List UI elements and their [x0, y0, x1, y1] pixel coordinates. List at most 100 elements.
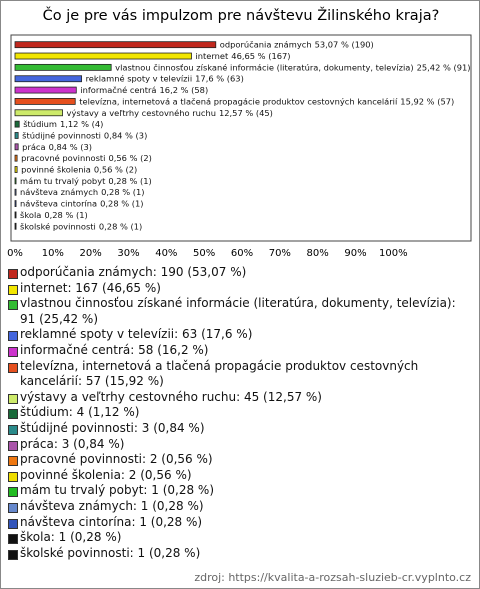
bar-category: televízna, internetová a tlačená propagá…: [79, 96, 398, 106]
bar-label: návšteva známych 0,28 % (1): [20, 187, 144, 197]
bar-value-label: 0,28 % (1): [99, 221, 142, 231]
legend-label: návšteva známych: 1 (0,28 %): [20, 498, 204, 513]
legend-swatch: [8, 346, 18, 357]
legend-swatch: [8, 393, 18, 404]
bar-category: povinné školenia: [21, 164, 91, 174]
legend-swatch: [8, 331, 18, 342]
legend-item: štúdijné povinnosti: 3 (0,84 %): [7, 421, 473, 437]
bar-label: pracovné povinnosti 0,56 % (2): [21, 153, 152, 163]
bar-value-label: 0,84 % (3): [104, 130, 147, 140]
bar: [14, 200, 17, 207]
legend-item: školské povinnosti: 1 (0,28 %): [7, 546, 473, 562]
legend-label: pracovné povinnosti: 2 (0,56 %): [20, 452, 213, 467]
legend-label: internet: 167 (46,65 %): [20, 280, 161, 295]
bar-label: odporúčania známych 53,07 % (190): [220, 39, 374, 49]
bar-label: školské povinnosti 0,28 % (1): [20, 221, 142, 231]
bar-value-label: 15,92 % (57): [400, 96, 454, 106]
bar-category: štúdium: [23, 119, 57, 129]
x-tick-label: 30%: [117, 248, 139, 259]
bar-label: štúdijné povinnosti 0,84 % (3): [22, 130, 147, 140]
bar-value-label: 17,6 % (63): [195, 73, 244, 83]
legend-item: reklamné spoty v televízii: 63 (17,6 %): [7, 327, 473, 343]
legend-label: školské povinnosti: 1 (0,28 %): [20, 545, 201, 560]
legend-swatch: [8, 424, 18, 435]
legend-label: práca: 3 (0,84 %): [20, 436, 125, 451]
legend-swatch: [8, 300, 18, 311]
bar-category: štúdijné povinnosti: [22, 130, 101, 140]
bar-category: práca: [22, 141, 45, 151]
bar: [14, 41, 217, 49]
bar-label: štúdium 1,12 % (4): [23, 119, 103, 129]
bar-value-label: 0,84 % (3): [49, 141, 92, 151]
legend-swatch: [8, 487, 18, 498]
legend-item: vlastnou činnosťou získané informácie (l…: [7, 296, 473, 327]
bar-value-label: 12,57 % (45): [219, 107, 273, 117]
bar-value-label: 0,28 % (1): [101, 187, 144, 197]
legend-swatch: [8, 534, 18, 545]
bar: [14, 222, 17, 230]
legend-item: televízna, internetová a tlačená propagá…: [7, 359, 473, 390]
bar-label: internet 46,65 % (167): [195, 51, 290, 61]
bar-category: výstavy a veľtrhy cestovného ruchu: [67, 107, 216, 117]
legend-swatch: [8, 284, 18, 295]
bar-label: informačné centrá 16,2 % (58): [80, 85, 208, 95]
legend-swatch: [8, 362, 18, 373]
legend-label: odporúčania známych: 190 (53,07 %): [20, 265, 247, 279]
legend-item: odporúčania známych: 190 (53,07 %): [7, 265, 473, 281]
bar-category: reklamné spoty v televízii: [86, 73, 193, 83]
legend-swatch: [8, 502, 18, 513]
bar-label: výstavy a veľtrhy cestovného ruchu 12,57 …: [67, 107, 273, 117]
bar-value-label: 25,42 % (91): [417, 62, 471, 72]
legend-item: škola: 1 (0,28 %): [7, 530, 473, 546]
bar-category: návšteva cintorína: [20, 198, 97, 208]
x-tick-label: 40%: [155, 248, 177, 259]
legend-item: informačné centrá: 58 (16,2 %): [7, 343, 473, 359]
bar: [14, 120, 20, 128]
x-tick-label: 70%: [269, 248, 291, 259]
legend-swatch: [8, 549, 18, 560]
bar-category: návšteva známych: [20, 187, 98, 197]
legend-swatch: [8, 440, 18, 451]
bar-value-label: 0,56 % (2): [108, 153, 151, 163]
bar-label: reklamné spoty v televízii 17,6 % (63): [86, 73, 244, 83]
bar: [14, 143, 19, 151]
bar-value-label: 16,2 % (58): [160, 85, 209, 95]
x-tick-label: 10%: [42, 248, 64, 259]
legend-item: návšteva cintorína: 1 (0,28 %): [7, 515, 473, 531]
bar-category: odporúčania známych: [220, 39, 312, 49]
plot-frame: [10, 34, 472, 242]
bar-value-label: 46,65 % (167): [231, 51, 290, 61]
legend-swatch: [8, 269, 18, 279]
x-tick-label: 90%: [344, 248, 366, 259]
bar: [14, 63, 112, 71]
bar-label: vlastnou činnosťou získané informácie (l…: [115, 62, 470, 72]
bar-category: internet: [195, 51, 229, 61]
x-tick-label: 50%: [193, 248, 215, 259]
bar: [14, 86, 77, 94]
bar: [14, 177, 17, 185]
bar-value-label: 0,56 % (2): [94, 164, 137, 174]
bar-value-label: 0,28 % (1): [100, 198, 143, 208]
legend-label: štúdium: 4 (1,12 %): [20, 405, 140, 420]
legend-swatch: [8, 456, 18, 467]
bar: [14, 109, 63, 117]
legend-item: povinné školenia: 2 (0,56 %): [7, 468, 473, 484]
chart-title: Čo je pre vás impulzom pre návštevu Žili…: [43, 6, 440, 24]
bar: [14, 211, 17, 219]
bar-category: mám tu trvalý pobyt: [20, 175, 106, 185]
x-tick-label: 100%: [379, 248, 408, 259]
bar: [14, 132, 19, 139]
legend-label: návšteva cintorína: 1 (0,28 %): [20, 514, 203, 529]
legend-item: výstavy a veľtrhy cestovného ruchu: 45 (…: [7, 390, 473, 406]
legend-item: mám tu trvalý pobyt: 1 (0,28 %): [7, 483, 473, 499]
bar-label: škola 0,28 % (1): [20, 209, 88, 219]
bar-value-label: 0,28 % (1): [44, 209, 87, 219]
bar: [14, 52, 192, 60]
legend-label: škola: 1 (0,28 %): [20, 530, 122, 545]
bar: [14, 188, 17, 196]
bar-category: pracovné povinnosti: [21, 153, 105, 163]
bar-category: informačné centrá: [80, 85, 156, 95]
bar-label: mám tu trvalý pobyt 0,28 % (1): [20, 175, 152, 185]
legend-swatch: [8, 518, 18, 529]
